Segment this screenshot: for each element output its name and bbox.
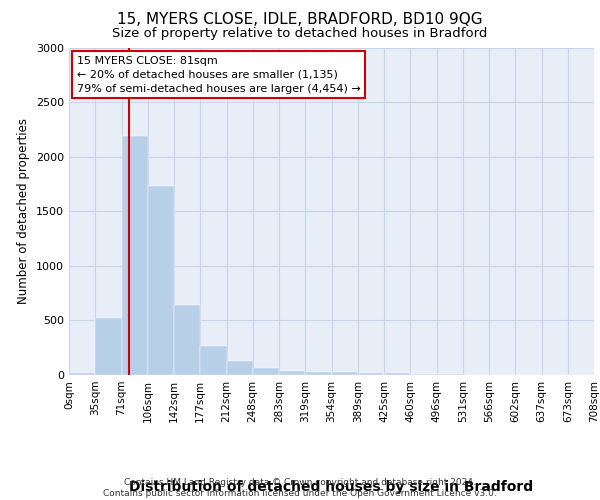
X-axis label: Distribution of detached houses by size in Bradford: Distribution of detached houses by size … [130, 480, 533, 494]
Text: 15 MYERS CLOSE: 81sqm
← 20% of detached houses are smaller (1,135)
79% of semi-d: 15 MYERS CLOSE: 81sqm ← 20% of detached … [77, 56, 361, 94]
Bar [121, 136, 148, 375]
Bar [331, 372, 358, 375]
Y-axis label: Number of detached properties: Number of detached properties [17, 118, 31, 304]
Bar [253, 368, 279, 375]
Text: Size of property relative to detached houses in Bradford: Size of property relative to detached ho… [112, 28, 488, 40]
Bar [69, 373, 95, 375]
Bar [410, 374, 437, 375]
Bar [148, 186, 174, 375]
Bar [200, 346, 227, 375]
Bar [305, 372, 331, 375]
Text: Contains HM Land Registry data © Crown copyright and database right 2024.
Contai: Contains HM Land Registry data © Crown c… [103, 478, 497, 498]
Bar [227, 361, 253, 375]
Bar [358, 373, 384, 375]
Bar [95, 318, 121, 375]
Bar [437, 374, 463, 375]
Bar [384, 374, 410, 375]
Text: 15, MYERS CLOSE, IDLE, BRADFORD, BD10 9QG: 15, MYERS CLOSE, IDLE, BRADFORD, BD10 9Q… [117, 12, 483, 28]
Bar [174, 305, 200, 375]
Bar [279, 370, 305, 375]
